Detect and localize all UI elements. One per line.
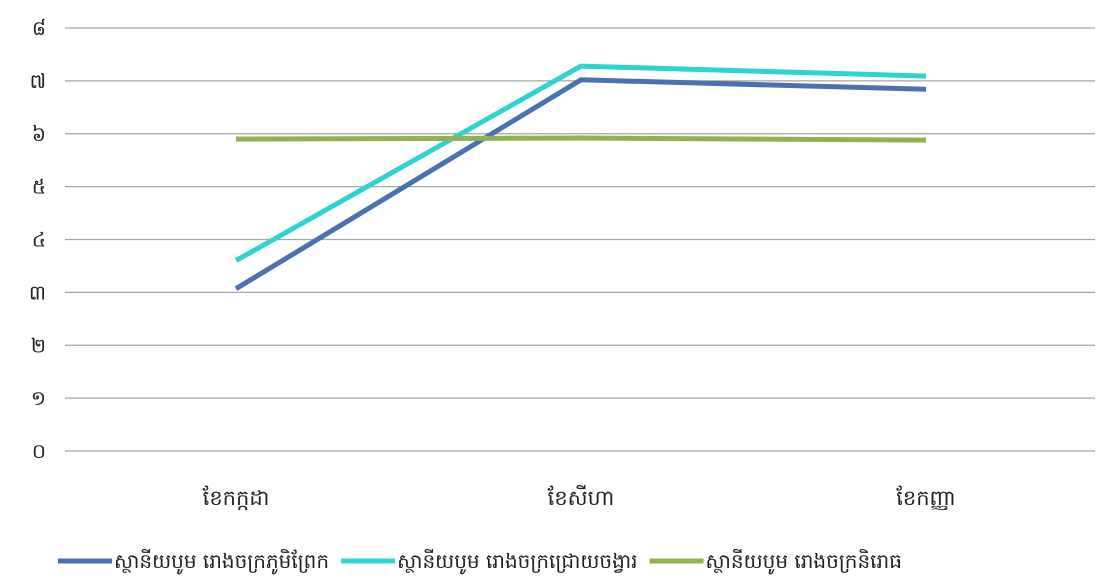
- series-line-1: [234, 77, 927, 291]
- y-axis-tick-labels: ០ ១ ២ ៣ ៤ ៥ ៦ ៧ ៨: [29, 16, 46, 463]
- y-tick-label: ២: [31, 333, 46, 357]
- legend-label: ស្ថានីយបូម រោងចក្រនិរោធ: [706, 548, 902, 575]
- gridlines: [65, 27, 1095, 452]
- y-tick-label: ០: [32, 439, 46, 463]
- y-tick-label: ៨: [32, 16, 46, 40]
- legend-item: ស្ថានីយបូម រោងចក្រនិរោធ: [649, 548, 902, 575]
- legend-item: ស្ថានីយបូម រោងចក្រភូមិព្រែក: [58, 548, 329, 575]
- series-line-3: [235, 135, 927, 143]
- legend-label: ស្ថានីយបូម រោងចក្រភូមិព្រែក: [114, 548, 329, 575]
- y-tick-label: ១: [31, 386, 46, 410]
- x-category-label: ខែកក្កដា: [203, 485, 270, 511]
- x-category-label: ខែកញ្ញា: [896, 485, 956, 511]
- x-axis-category-labels: ខែកក្កដា ខែសីហា ខែកញ្ញា: [203, 485, 956, 511]
- legend-item: ស្ថានីយបូម រោងចក្រជ្រោយចង្វារ: [341, 548, 638, 575]
- series-line-2: [234, 63, 927, 263]
- series-lines: [234, 63, 927, 291]
- y-tick-label: ៦: [32, 122, 46, 146]
- legend: ស្ថានីយបូម រោងចក្រភូមិព្រែក ស្ថានីយបូម រោ…: [58, 548, 902, 575]
- legend-label: ស្ថានីយបូម រោងចក្រជ្រោយចង្វារ: [397, 548, 637, 575]
- y-tick-label: ៧: [30, 69, 46, 93]
- y-tick-label: ៥: [32, 175, 46, 199]
- y-tick-label: ៤: [32, 228, 46, 252]
- x-category-label: ខែសីហា: [548, 485, 615, 510]
- y-tick-label: ៣: [29, 280, 46, 304]
